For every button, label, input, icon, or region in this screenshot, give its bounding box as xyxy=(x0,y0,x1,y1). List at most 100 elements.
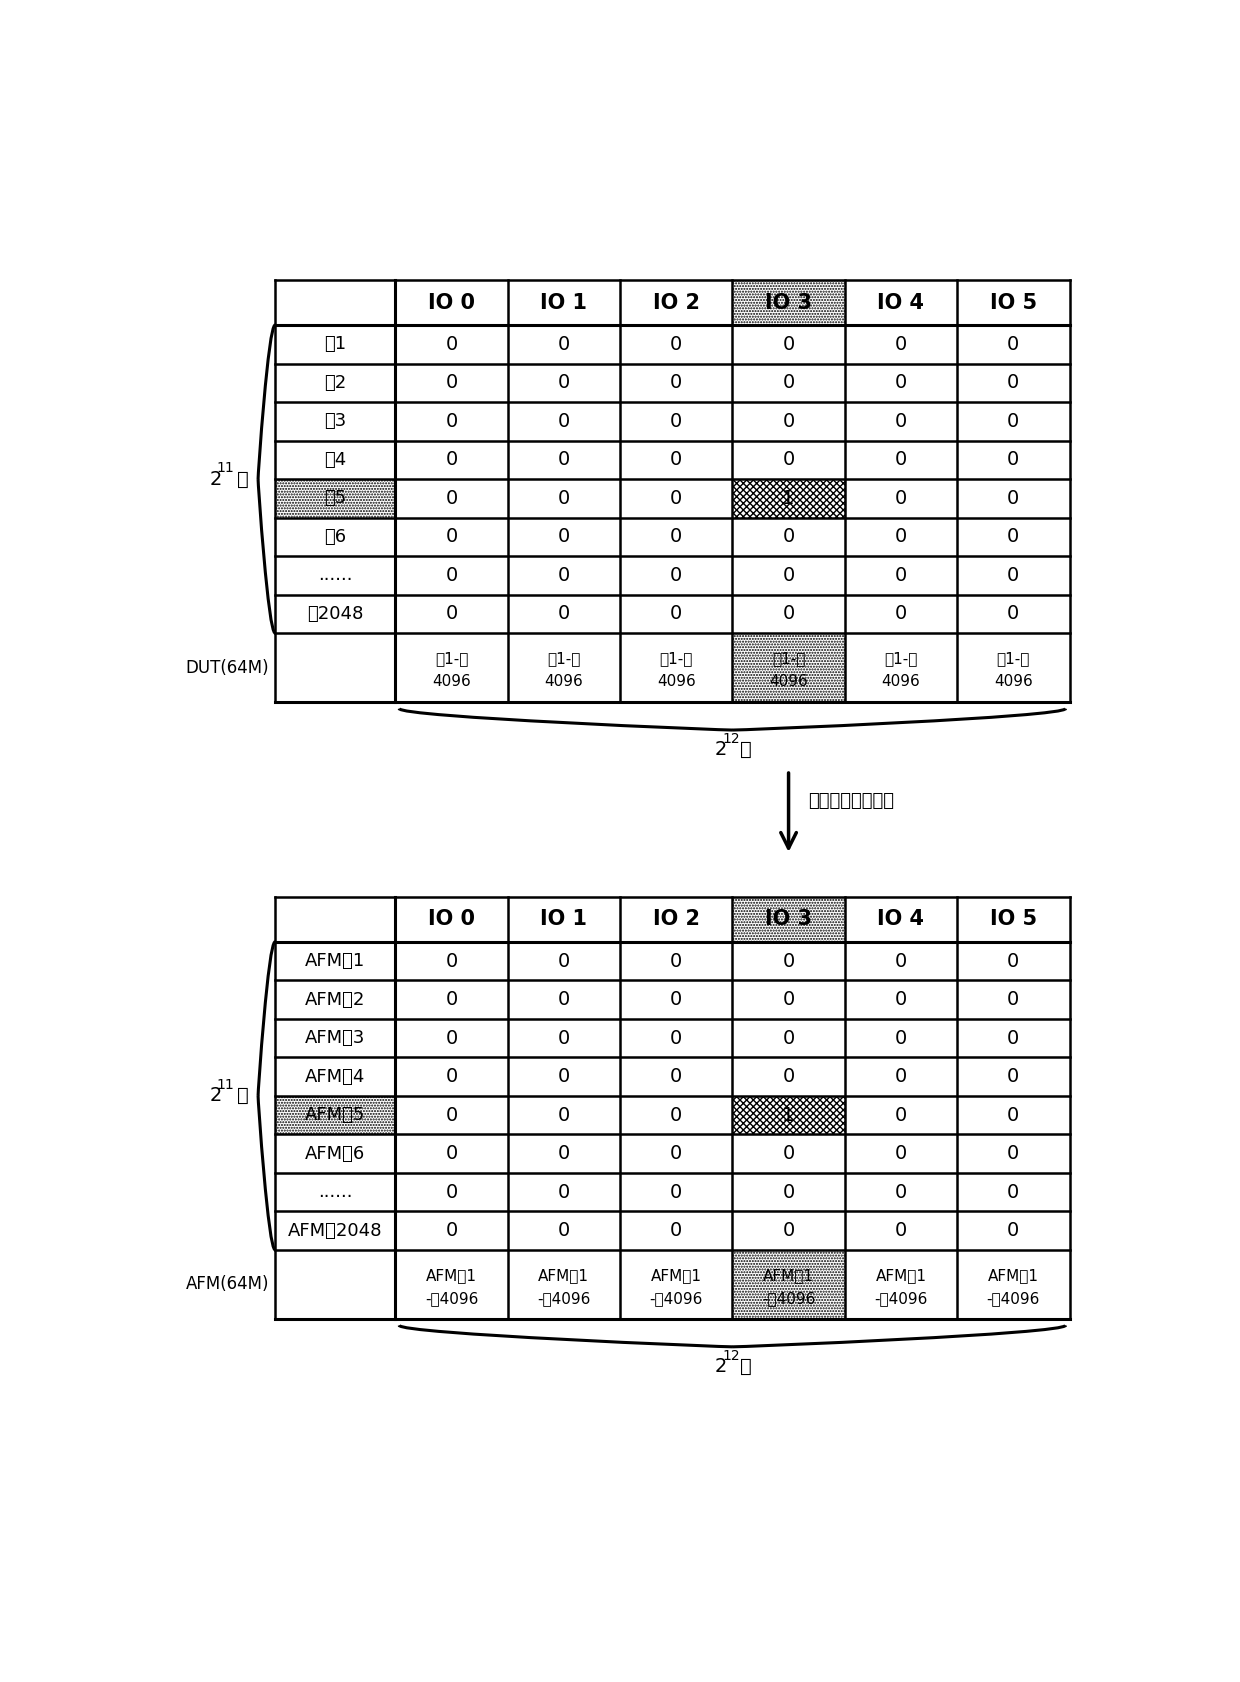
Text: DUT(64M): DUT(64M) xyxy=(185,659,269,676)
Text: 2: 2 xyxy=(210,1087,222,1105)
Text: 0: 0 xyxy=(895,565,908,585)
Text: 0: 0 xyxy=(670,1029,682,1048)
Text: 0: 0 xyxy=(445,373,458,392)
Text: 0: 0 xyxy=(782,952,795,971)
FancyBboxPatch shape xyxy=(733,479,844,518)
Text: 1: 1 xyxy=(782,489,795,508)
Text: 0: 0 xyxy=(895,991,908,1009)
Text: 0: 0 xyxy=(1007,1182,1019,1201)
Text: IO 4: IO 4 xyxy=(878,293,925,313)
FancyBboxPatch shape xyxy=(733,281,844,325)
Text: 4096: 4096 xyxy=(769,674,808,690)
Text: AFM行2: AFM行2 xyxy=(305,991,366,1009)
Text: 0: 0 xyxy=(670,412,682,431)
Text: IO 3: IO 3 xyxy=(765,293,812,313)
Text: 行5: 行5 xyxy=(324,489,346,508)
Text: 0: 0 xyxy=(670,1144,682,1162)
Text: 4096: 4096 xyxy=(432,674,471,690)
Text: 0: 0 xyxy=(558,451,570,469)
Text: 0: 0 xyxy=(782,335,795,353)
Text: 0: 0 xyxy=(558,991,570,1009)
Text: ......: ...... xyxy=(317,567,352,584)
Text: 0: 0 xyxy=(1007,526,1019,547)
Text: 0: 0 xyxy=(558,1029,570,1048)
Text: -列4096: -列4096 xyxy=(874,1290,928,1305)
Text: 0: 0 xyxy=(445,604,458,624)
Text: -列4096: -列4096 xyxy=(537,1290,590,1305)
Text: IO 5: IO 5 xyxy=(990,293,1037,313)
Text: 0: 0 xyxy=(445,412,458,431)
Text: 12: 12 xyxy=(722,732,739,747)
Text: AFM列1: AFM列1 xyxy=(988,1268,1039,1283)
Text: 0: 0 xyxy=(558,489,570,508)
Text: 0: 0 xyxy=(895,1144,908,1162)
Text: 0: 0 xyxy=(670,952,682,971)
Text: 0: 0 xyxy=(558,604,570,624)
FancyBboxPatch shape xyxy=(733,1095,844,1134)
Text: 0: 0 xyxy=(445,991,458,1009)
Text: 0: 0 xyxy=(782,1066,795,1087)
Text: AFM行3: AFM行3 xyxy=(305,1029,366,1048)
Text: 0: 0 xyxy=(445,1105,458,1125)
Text: 0: 0 xyxy=(895,1221,908,1240)
Text: 2: 2 xyxy=(210,469,222,488)
Text: 列: 列 xyxy=(740,1357,753,1376)
Text: AFM列1: AFM列1 xyxy=(763,1268,815,1283)
Text: IO 0: IO 0 xyxy=(428,910,475,930)
Text: 行: 行 xyxy=(237,469,248,488)
Text: 0: 0 xyxy=(1007,1029,1019,1048)
Text: 行1: 行1 xyxy=(324,335,346,353)
Text: 0: 0 xyxy=(558,1221,570,1240)
Text: ......: ...... xyxy=(317,1182,352,1201)
Text: 0: 0 xyxy=(558,1182,570,1201)
Text: 列1-列: 列1-列 xyxy=(884,651,918,666)
Text: 0: 0 xyxy=(782,412,795,431)
Text: 0: 0 xyxy=(558,952,570,971)
Text: 0: 0 xyxy=(670,991,682,1009)
Text: 列1-列: 列1-列 xyxy=(435,651,469,666)
Text: 比特地址一一对应: 比特地址一一对应 xyxy=(808,792,894,811)
Text: 0: 0 xyxy=(670,451,682,469)
Text: 0: 0 xyxy=(445,565,458,585)
Text: -列4096: -列4096 xyxy=(650,1290,703,1305)
Text: IO 2: IO 2 xyxy=(652,293,699,313)
Text: 0: 0 xyxy=(558,1144,570,1162)
Text: 0: 0 xyxy=(1007,991,1019,1009)
Text: 0: 0 xyxy=(782,1144,795,1162)
Text: IO 5: IO 5 xyxy=(990,910,1037,930)
Text: 4096: 4096 xyxy=(657,674,696,690)
FancyBboxPatch shape xyxy=(733,897,844,942)
Text: 4096: 4096 xyxy=(994,674,1033,690)
Text: 列: 列 xyxy=(740,740,753,759)
Text: AFM行4: AFM行4 xyxy=(305,1068,366,1085)
Text: 0: 0 xyxy=(445,489,458,508)
Text: 0: 0 xyxy=(558,1066,570,1087)
Text: AFM列1: AFM列1 xyxy=(651,1268,702,1283)
Text: 4096: 4096 xyxy=(882,674,920,690)
Text: 0: 0 xyxy=(895,451,908,469)
Text: AFM列1: AFM列1 xyxy=(875,1268,926,1283)
Text: 0: 0 xyxy=(1007,1105,1019,1125)
Text: 0: 0 xyxy=(1007,373,1019,392)
Text: 0: 0 xyxy=(1007,1144,1019,1162)
Text: 0: 0 xyxy=(782,1221,795,1240)
Text: 0: 0 xyxy=(558,565,570,585)
Text: -列4096: -列4096 xyxy=(425,1290,479,1305)
Text: 行2048: 行2048 xyxy=(308,606,363,622)
Text: 12: 12 xyxy=(722,1349,739,1362)
Text: 列1-列: 列1-列 xyxy=(547,651,580,666)
Text: 4096: 4096 xyxy=(544,674,583,690)
Text: AFM行5: AFM行5 xyxy=(305,1107,366,1124)
FancyBboxPatch shape xyxy=(733,632,844,703)
Text: 0: 0 xyxy=(782,526,795,547)
Text: 0: 0 xyxy=(445,1144,458,1162)
Text: 0: 0 xyxy=(558,1105,570,1125)
Text: -列4096: -列4096 xyxy=(761,1290,815,1305)
Text: 1: 1 xyxy=(782,1105,795,1125)
Text: 0: 0 xyxy=(670,1105,682,1125)
Text: 0: 0 xyxy=(782,1029,795,1048)
Text: 0: 0 xyxy=(445,526,458,547)
Text: -列4096: -列4096 xyxy=(987,1290,1040,1305)
Text: 0: 0 xyxy=(445,1029,458,1048)
Text: IO 0: IO 0 xyxy=(428,293,475,313)
